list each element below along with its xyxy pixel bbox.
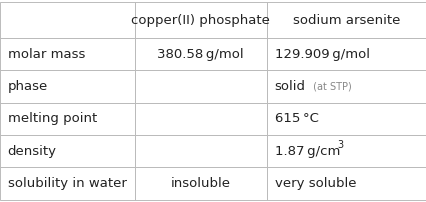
Bar xyxy=(134,70,266,103)
Text: solid: solid xyxy=(274,80,305,93)
Bar xyxy=(266,167,426,200)
Bar xyxy=(134,135,266,167)
Text: molar mass: molar mass xyxy=(8,48,85,61)
Bar xyxy=(266,2,426,38)
Text: 615 °C: 615 °C xyxy=(274,113,318,125)
Bar xyxy=(0,70,134,103)
Text: 3: 3 xyxy=(337,140,343,150)
Bar xyxy=(134,2,266,38)
Bar xyxy=(266,70,426,103)
Bar xyxy=(0,135,134,167)
Bar xyxy=(134,167,266,200)
Text: melting point: melting point xyxy=(8,113,97,125)
Bar xyxy=(134,103,266,135)
Text: 380.58 g/mol: 380.58 g/mol xyxy=(157,48,243,61)
Bar xyxy=(0,103,134,135)
Bar xyxy=(134,38,266,70)
Text: solubility in water: solubility in water xyxy=(8,177,126,190)
Text: 129.909 g/mol: 129.909 g/mol xyxy=(274,48,368,61)
Text: 1.87 g/cm: 1.87 g/cm xyxy=(274,145,339,158)
Text: sodium arsenite: sodium arsenite xyxy=(293,14,400,27)
Text: copper(II) phosphate: copper(II) phosphate xyxy=(131,14,270,27)
Bar xyxy=(0,2,134,38)
Bar xyxy=(266,103,426,135)
Text: very soluble: very soluble xyxy=(274,177,355,190)
Text: insoluble: insoluble xyxy=(170,177,230,190)
Bar xyxy=(266,38,426,70)
Bar xyxy=(266,135,426,167)
Bar xyxy=(0,167,134,200)
Text: (at STP): (at STP) xyxy=(309,82,351,92)
Bar xyxy=(0,38,134,70)
Text: density: density xyxy=(8,145,57,158)
Text: phase: phase xyxy=(8,80,48,93)
